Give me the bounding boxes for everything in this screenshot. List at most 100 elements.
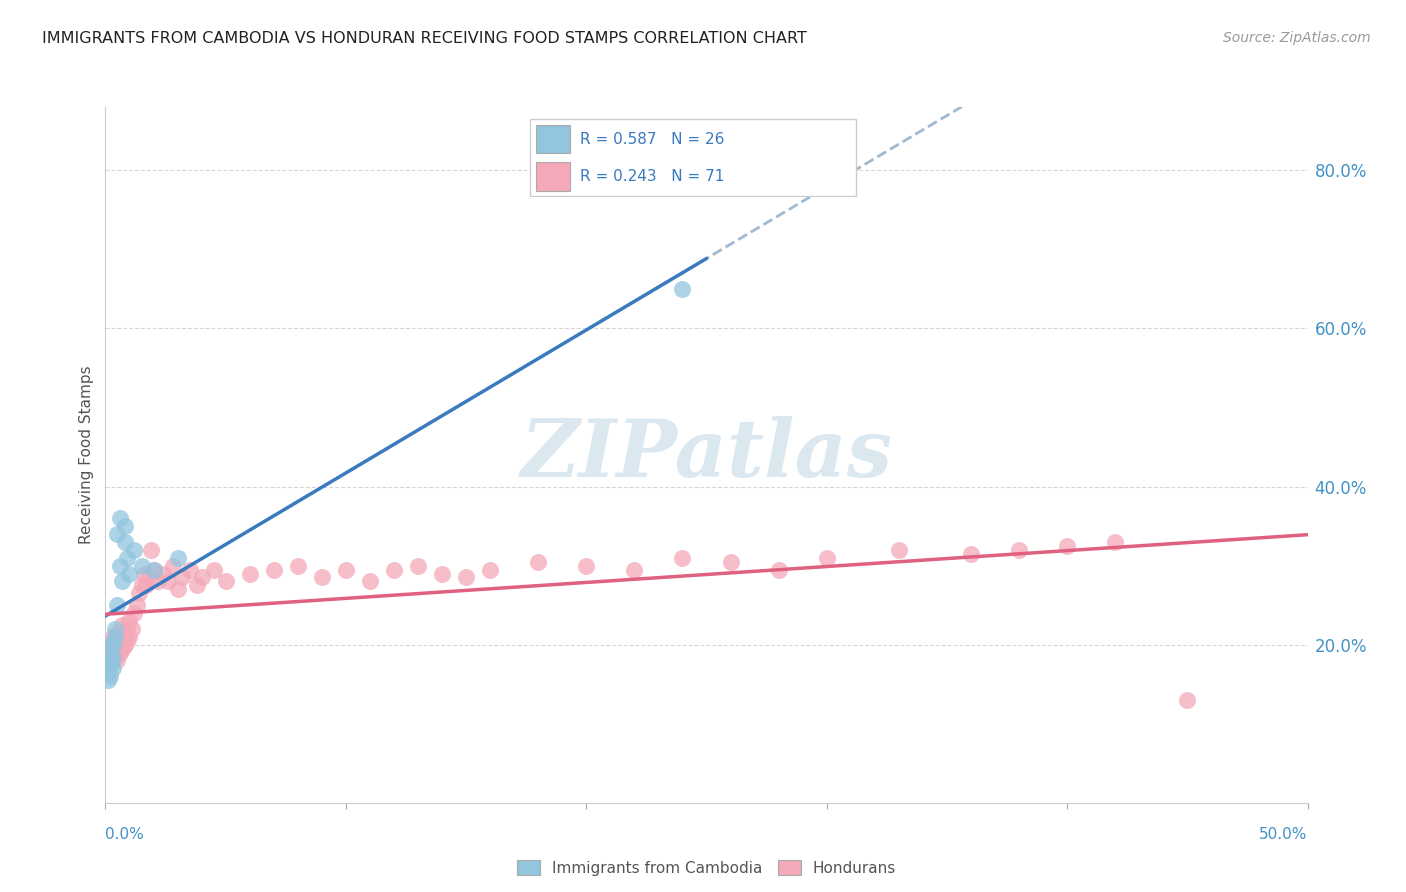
Point xyxy=(98,638,121,652)
Point xyxy=(1104,534,1126,549)
Y-axis label: Receiving Food Stamps: Receiving Food Stamps xyxy=(79,366,94,544)
Point xyxy=(114,625,136,640)
Point xyxy=(179,563,201,577)
Point xyxy=(1175,693,1198,707)
Text: R = 0.587   N = 26: R = 0.587 N = 26 xyxy=(581,132,724,146)
Point xyxy=(202,563,225,577)
Point xyxy=(121,622,143,636)
Point xyxy=(114,519,136,533)
Point xyxy=(214,574,236,589)
Point xyxy=(382,563,405,577)
Point xyxy=(101,638,124,652)
Point xyxy=(104,622,127,636)
Point xyxy=(768,563,790,577)
Point xyxy=(118,566,141,581)
Point xyxy=(107,641,129,656)
Text: ZIPatlas: ZIPatlas xyxy=(520,417,893,493)
Point xyxy=(131,578,153,592)
Point xyxy=(406,558,429,573)
Point xyxy=(131,558,153,573)
Point xyxy=(162,558,184,573)
Point xyxy=(623,563,645,577)
Point xyxy=(311,570,333,584)
Point xyxy=(114,534,136,549)
Point xyxy=(104,630,127,644)
Point xyxy=(148,574,170,589)
Point xyxy=(101,661,124,675)
Point xyxy=(114,638,136,652)
Point xyxy=(430,566,453,581)
Text: IMMIGRANTS FROM CAMBODIA VS HONDURAN RECEIVING FOOD STAMPS CORRELATION CHART: IMMIGRANTS FROM CAMBODIA VS HONDURAN REC… xyxy=(42,31,807,46)
Point xyxy=(287,558,309,573)
Point xyxy=(101,649,124,664)
Point xyxy=(142,563,165,577)
Point xyxy=(454,570,477,584)
FancyBboxPatch shape xyxy=(530,119,856,196)
Point xyxy=(97,673,120,688)
Point xyxy=(101,653,124,667)
Point xyxy=(97,657,120,672)
Point xyxy=(98,657,121,672)
Point xyxy=(111,618,134,632)
Point xyxy=(115,622,138,636)
Point xyxy=(335,563,357,577)
Point xyxy=(97,646,120,660)
Text: 50.0%: 50.0% xyxy=(1260,827,1308,841)
Point xyxy=(104,630,127,644)
Point xyxy=(108,646,131,660)
Point xyxy=(107,598,129,612)
Point xyxy=(108,558,131,573)
Point xyxy=(101,630,124,644)
Point xyxy=(98,669,121,683)
Text: Source: ZipAtlas.com: Source: ZipAtlas.com xyxy=(1223,31,1371,45)
Point xyxy=(97,665,120,680)
Text: R = 0.243   N = 71: R = 0.243 N = 71 xyxy=(581,169,724,184)
Point xyxy=(671,282,693,296)
Point xyxy=(1008,542,1031,557)
Point xyxy=(887,542,910,557)
Point xyxy=(815,550,838,565)
Point xyxy=(115,633,138,648)
Point xyxy=(239,566,262,581)
Point xyxy=(98,649,121,664)
Point xyxy=(124,606,146,620)
Point xyxy=(152,566,174,581)
Point xyxy=(107,527,129,541)
Point xyxy=(132,566,155,581)
FancyBboxPatch shape xyxy=(536,162,569,191)
Point xyxy=(671,550,693,565)
Legend: Immigrants from Cambodia, Hondurans: Immigrants from Cambodia, Hondurans xyxy=(510,855,903,882)
Point xyxy=(142,563,165,577)
Point xyxy=(125,598,148,612)
Point xyxy=(156,574,179,589)
Point xyxy=(166,582,188,597)
Point xyxy=(166,550,188,565)
Point xyxy=(124,542,146,557)
Point xyxy=(135,578,157,592)
Point xyxy=(111,630,134,644)
Point xyxy=(359,574,381,589)
Point xyxy=(720,555,742,569)
Point xyxy=(98,649,121,664)
Point xyxy=(115,550,138,565)
Point xyxy=(172,570,194,584)
Point xyxy=(104,649,127,664)
Text: 0.0%: 0.0% xyxy=(105,827,145,841)
FancyBboxPatch shape xyxy=(536,125,569,153)
Point xyxy=(138,570,160,584)
Point xyxy=(97,657,120,672)
Point xyxy=(960,547,983,561)
Point xyxy=(263,563,285,577)
Point xyxy=(186,578,208,592)
Point xyxy=(108,633,131,648)
Point xyxy=(107,653,129,667)
Point xyxy=(128,586,150,600)
Point xyxy=(108,511,131,525)
Point xyxy=(98,638,121,652)
Point xyxy=(111,641,134,656)
Point xyxy=(97,638,120,652)
Point xyxy=(118,614,141,628)
Point xyxy=(111,574,134,589)
Point xyxy=(104,641,127,656)
Point xyxy=(190,570,212,584)
